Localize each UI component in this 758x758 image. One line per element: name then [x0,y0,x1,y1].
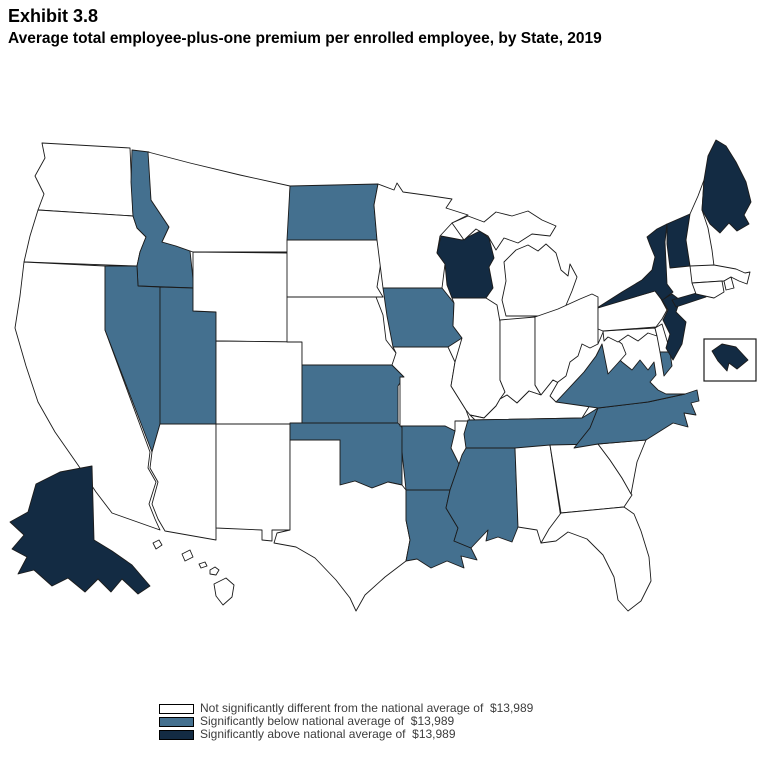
state-michigan-upper-peninsula [451,210,557,251]
legend-label-not-different: Not significantly different from the nat… [200,701,534,715]
state-hawaii-kauai [152,539,163,550]
legend-swatch-not-different [159,703,194,714]
state-washington [34,142,134,217]
exhibit-number: Exhibit 3.8 [8,6,99,26]
state-south-dakota [286,239,384,298]
legend-label-above: Significantly above national average of … [200,727,456,741]
state-new-york-long-island [671,291,707,308]
legend-row-below: Significantly below national average of … [159,715,533,728]
legend-label-below: Significantly below national average of … [200,714,455,728]
state-arkansas [401,425,460,491]
state-hawaii-molokai [198,561,208,569]
state-new-hampshire [685,179,715,267]
state-michigan [501,243,578,317]
state-new-mexico [215,423,291,542]
state-hawaii-oahu [181,549,194,562]
state-florida [540,506,652,612]
state-montana [147,151,291,253]
state-new-york [597,223,674,309]
state-california [14,261,161,531]
legend-swatch-above [159,729,194,740]
legend-swatch-below [159,716,194,727]
state-wisconsin [436,230,495,299]
page-title: Average total employee-plus-one premium … [8,30,602,47]
state-colorado [215,340,303,425]
state-oregon [23,209,147,267]
state-maine [701,139,752,234]
state-district-of-columbia [711,343,749,372]
state-hawaii-big-island [213,577,235,606]
state-kansas [301,364,405,424]
legend-row-above: Significantly above national average of … [159,728,533,741]
state-arizona [149,423,217,541]
state-texas [273,439,411,612]
title-block: Exhibit 3.8 Average total employee-plus-… [8,4,602,50]
legend-row-not-different: Not significantly different from the nat… [159,702,533,715]
state-mississippi [445,447,519,549]
state-hawaii-maui [209,566,220,576]
state-alaska [9,465,151,595]
state-rhode-island [723,276,735,291]
state-iowa [382,287,463,348]
map-legend: Not significantly different from the nat… [159,702,533,741]
state-north-dakota [286,183,379,241]
state-nebraska [286,296,401,366]
state-connecticut [691,280,725,299]
